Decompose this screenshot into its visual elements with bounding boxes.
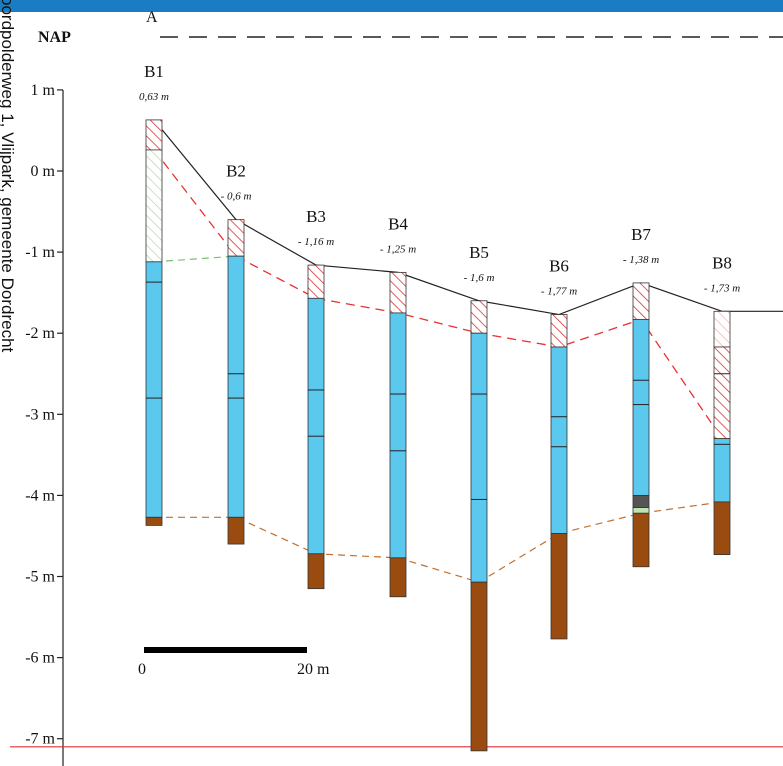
y-tick-label: -2 m: [25, 325, 55, 342]
surface-line: [154, 120, 783, 315]
layer-clay: [471, 333, 487, 582]
surface-label: - 1,6 m: [464, 272, 495, 284]
y-tick-label: -3 m: [25, 406, 55, 423]
layer-clay: [146, 262, 162, 517]
layer-disturbed-light: [714, 311, 730, 347]
y-tick-label: -1 m: [25, 244, 55, 261]
scale-start: 0: [138, 661, 146, 678]
layer-disturbed: [228, 220, 244, 256]
surface-label: - 1,38 m: [623, 254, 659, 266]
layer-disturbed: [146, 120, 162, 150]
layer-clay: [633, 319, 649, 495]
layer-disturbed: [390, 272, 406, 313]
borehole-name: B6: [549, 257, 569, 276]
clay-top-line: [154, 256, 236, 262]
layer-peat: [714, 502, 730, 555]
layer-dark: [633, 495, 649, 507]
layer-peat: [146, 517, 162, 525]
y-tick-label: -6 m: [25, 650, 55, 667]
borehole-name: B2: [226, 162, 246, 181]
layer-disturbed: [308, 265, 324, 298]
borehole-name: B5: [469, 243, 489, 262]
y-tick-label: 0 m: [31, 163, 56, 180]
layer-green-hatch: [146, 150, 162, 262]
profile-diagram: oordpolderweg 1, Vlijpark, gemeente Dord…: [0, 0, 783, 766]
top-bar: [0, 0, 783, 12]
borehole-name: B3: [306, 207, 326, 226]
layer-peat: [308, 554, 324, 589]
layer-clay: [714, 439, 730, 502]
layer-peat: [471, 582, 487, 751]
surface-label: - 1,25 m: [380, 243, 416, 255]
side-title: oordpolderweg 1, Vlijpark, gemeente Dord…: [0, 0, 17, 353]
y-tick-label: -4 m: [25, 487, 55, 504]
layer-disturbed: [551, 315, 567, 347]
plot: 1 m 0 m -1 m -2 m -3 m -4 m -5 m -6 m -7 m B1 0,63…: [10, 62, 783, 751]
layer-disturbed: [633, 283, 649, 319]
layer-clay: [228, 256, 244, 517]
surface-label: - 1,16 m: [298, 236, 334, 248]
layer-light-green: [633, 508, 649, 514]
y-tick-label: -7 m: [25, 731, 55, 748]
profile-label: A: [146, 9, 158, 26]
layer-clay: [308, 298, 324, 553]
y-tick-label: -5 m: [25, 569, 55, 586]
borehole-name: B1: [144, 62, 164, 81]
layer-peat: [228, 517, 244, 544]
borehole-name: B8: [712, 253, 732, 272]
layer-clay: [551, 347, 567, 534]
layer-peat: [551, 534, 567, 639]
layer-peat: [390, 558, 406, 597]
layer-clay: [390, 313, 406, 558]
surface-label: 0,63 m: [139, 91, 169, 103]
layer-disturbed: [471, 301, 487, 333]
borehole-name: B4: [388, 214, 408, 233]
scale-end: 20 m: [297, 661, 330, 678]
surface-label: - 1,73 m: [704, 282, 740, 294]
surface-label: - 1,77 m: [541, 286, 577, 298]
surface-label: - 0,6 m: [221, 191, 252, 203]
y-tick-label: 1 m: [31, 82, 56, 99]
layer-peat: [633, 513, 649, 567]
scale-bar: [144, 647, 307, 653]
reference-label: NAP: [38, 29, 71, 46]
borehole-name: B7: [631, 225, 651, 244]
layer-disturbed: [714, 347, 730, 439]
